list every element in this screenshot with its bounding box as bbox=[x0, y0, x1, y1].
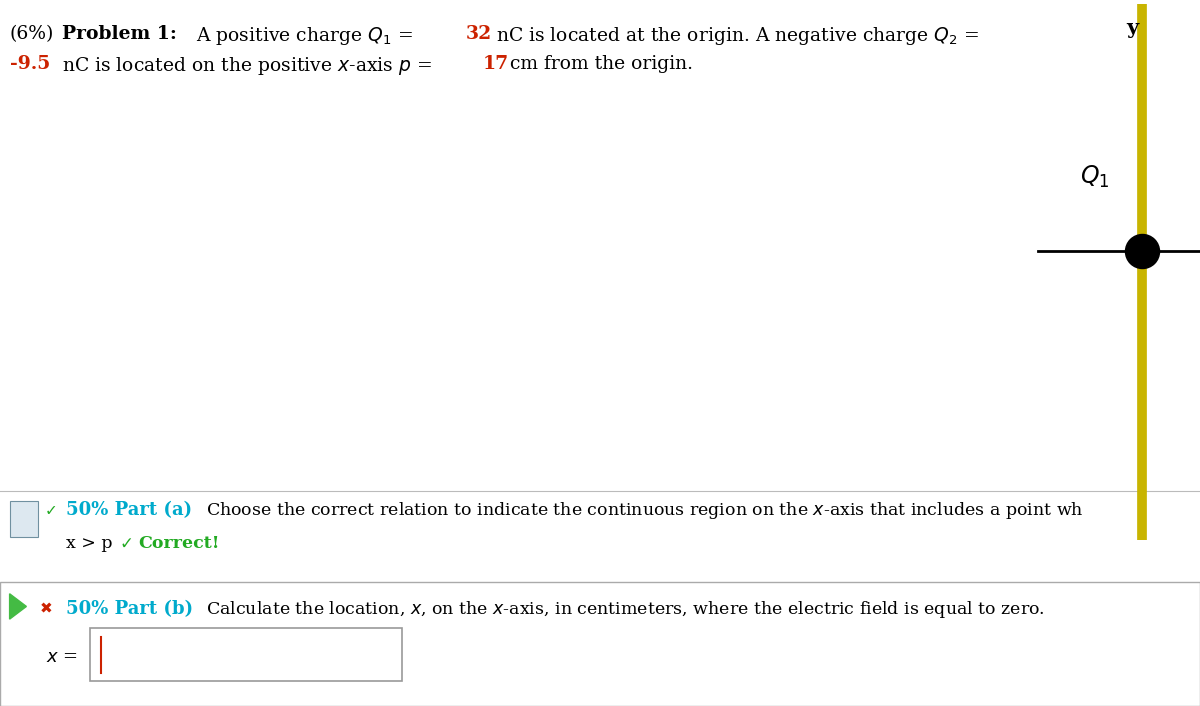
Text: 50% Part (b): 50% Part (b) bbox=[66, 600, 193, 618]
Text: x > p: x > p bbox=[66, 535, 113, 552]
Text: Problem 1:: Problem 1: bbox=[62, 25, 178, 42]
Text: ✓: ✓ bbox=[120, 534, 134, 553]
Text: ✖: ✖ bbox=[40, 602, 53, 617]
Bar bbox=[10, 501, 38, 537]
Text: 32: 32 bbox=[466, 25, 492, 42]
Polygon shape bbox=[10, 594, 26, 619]
Text: $Q_1$: $Q_1$ bbox=[1080, 163, 1109, 190]
Text: nC is located at the origin. A negative charge $Q_2$ =: nC is located at the origin. A negative … bbox=[496, 25, 979, 47]
Text: Correct!: Correct! bbox=[138, 535, 220, 552]
Text: $x$ =: $x$ = bbox=[46, 647, 78, 666]
Bar bbox=[0, 582, 1200, 706]
Bar bbox=[90, 628, 402, 681]
Text: cm from the origin.: cm from the origin. bbox=[510, 55, 694, 73]
Text: ✓: ✓ bbox=[44, 503, 58, 518]
Text: nC is located on the positive $x$-axis $p$ =: nC is located on the positive $x$-axis $… bbox=[62, 55, 432, 77]
Text: 17: 17 bbox=[482, 55, 509, 73]
Point bbox=[1133, 245, 1152, 256]
Text: 50% Part (a): 50% Part (a) bbox=[66, 501, 192, 520]
Text: Calculate the location, $x$, on the $x$-axis, in centimeters, where the electric: Calculate the location, $x$, on the $x$-… bbox=[206, 599, 1045, 620]
Text: A positive charge $Q_1$ =: A positive charge $Q_1$ = bbox=[196, 25, 414, 47]
Text: (6%): (6%) bbox=[10, 25, 54, 42]
Text: Choose the correct relation to indicate the continuous region on the $x$-axis th: Choose the correct relation to indicate … bbox=[206, 500, 1084, 521]
Text: -9.5: -9.5 bbox=[10, 55, 50, 73]
Text: y: y bbox=[1127, 18, 1139, 37]
